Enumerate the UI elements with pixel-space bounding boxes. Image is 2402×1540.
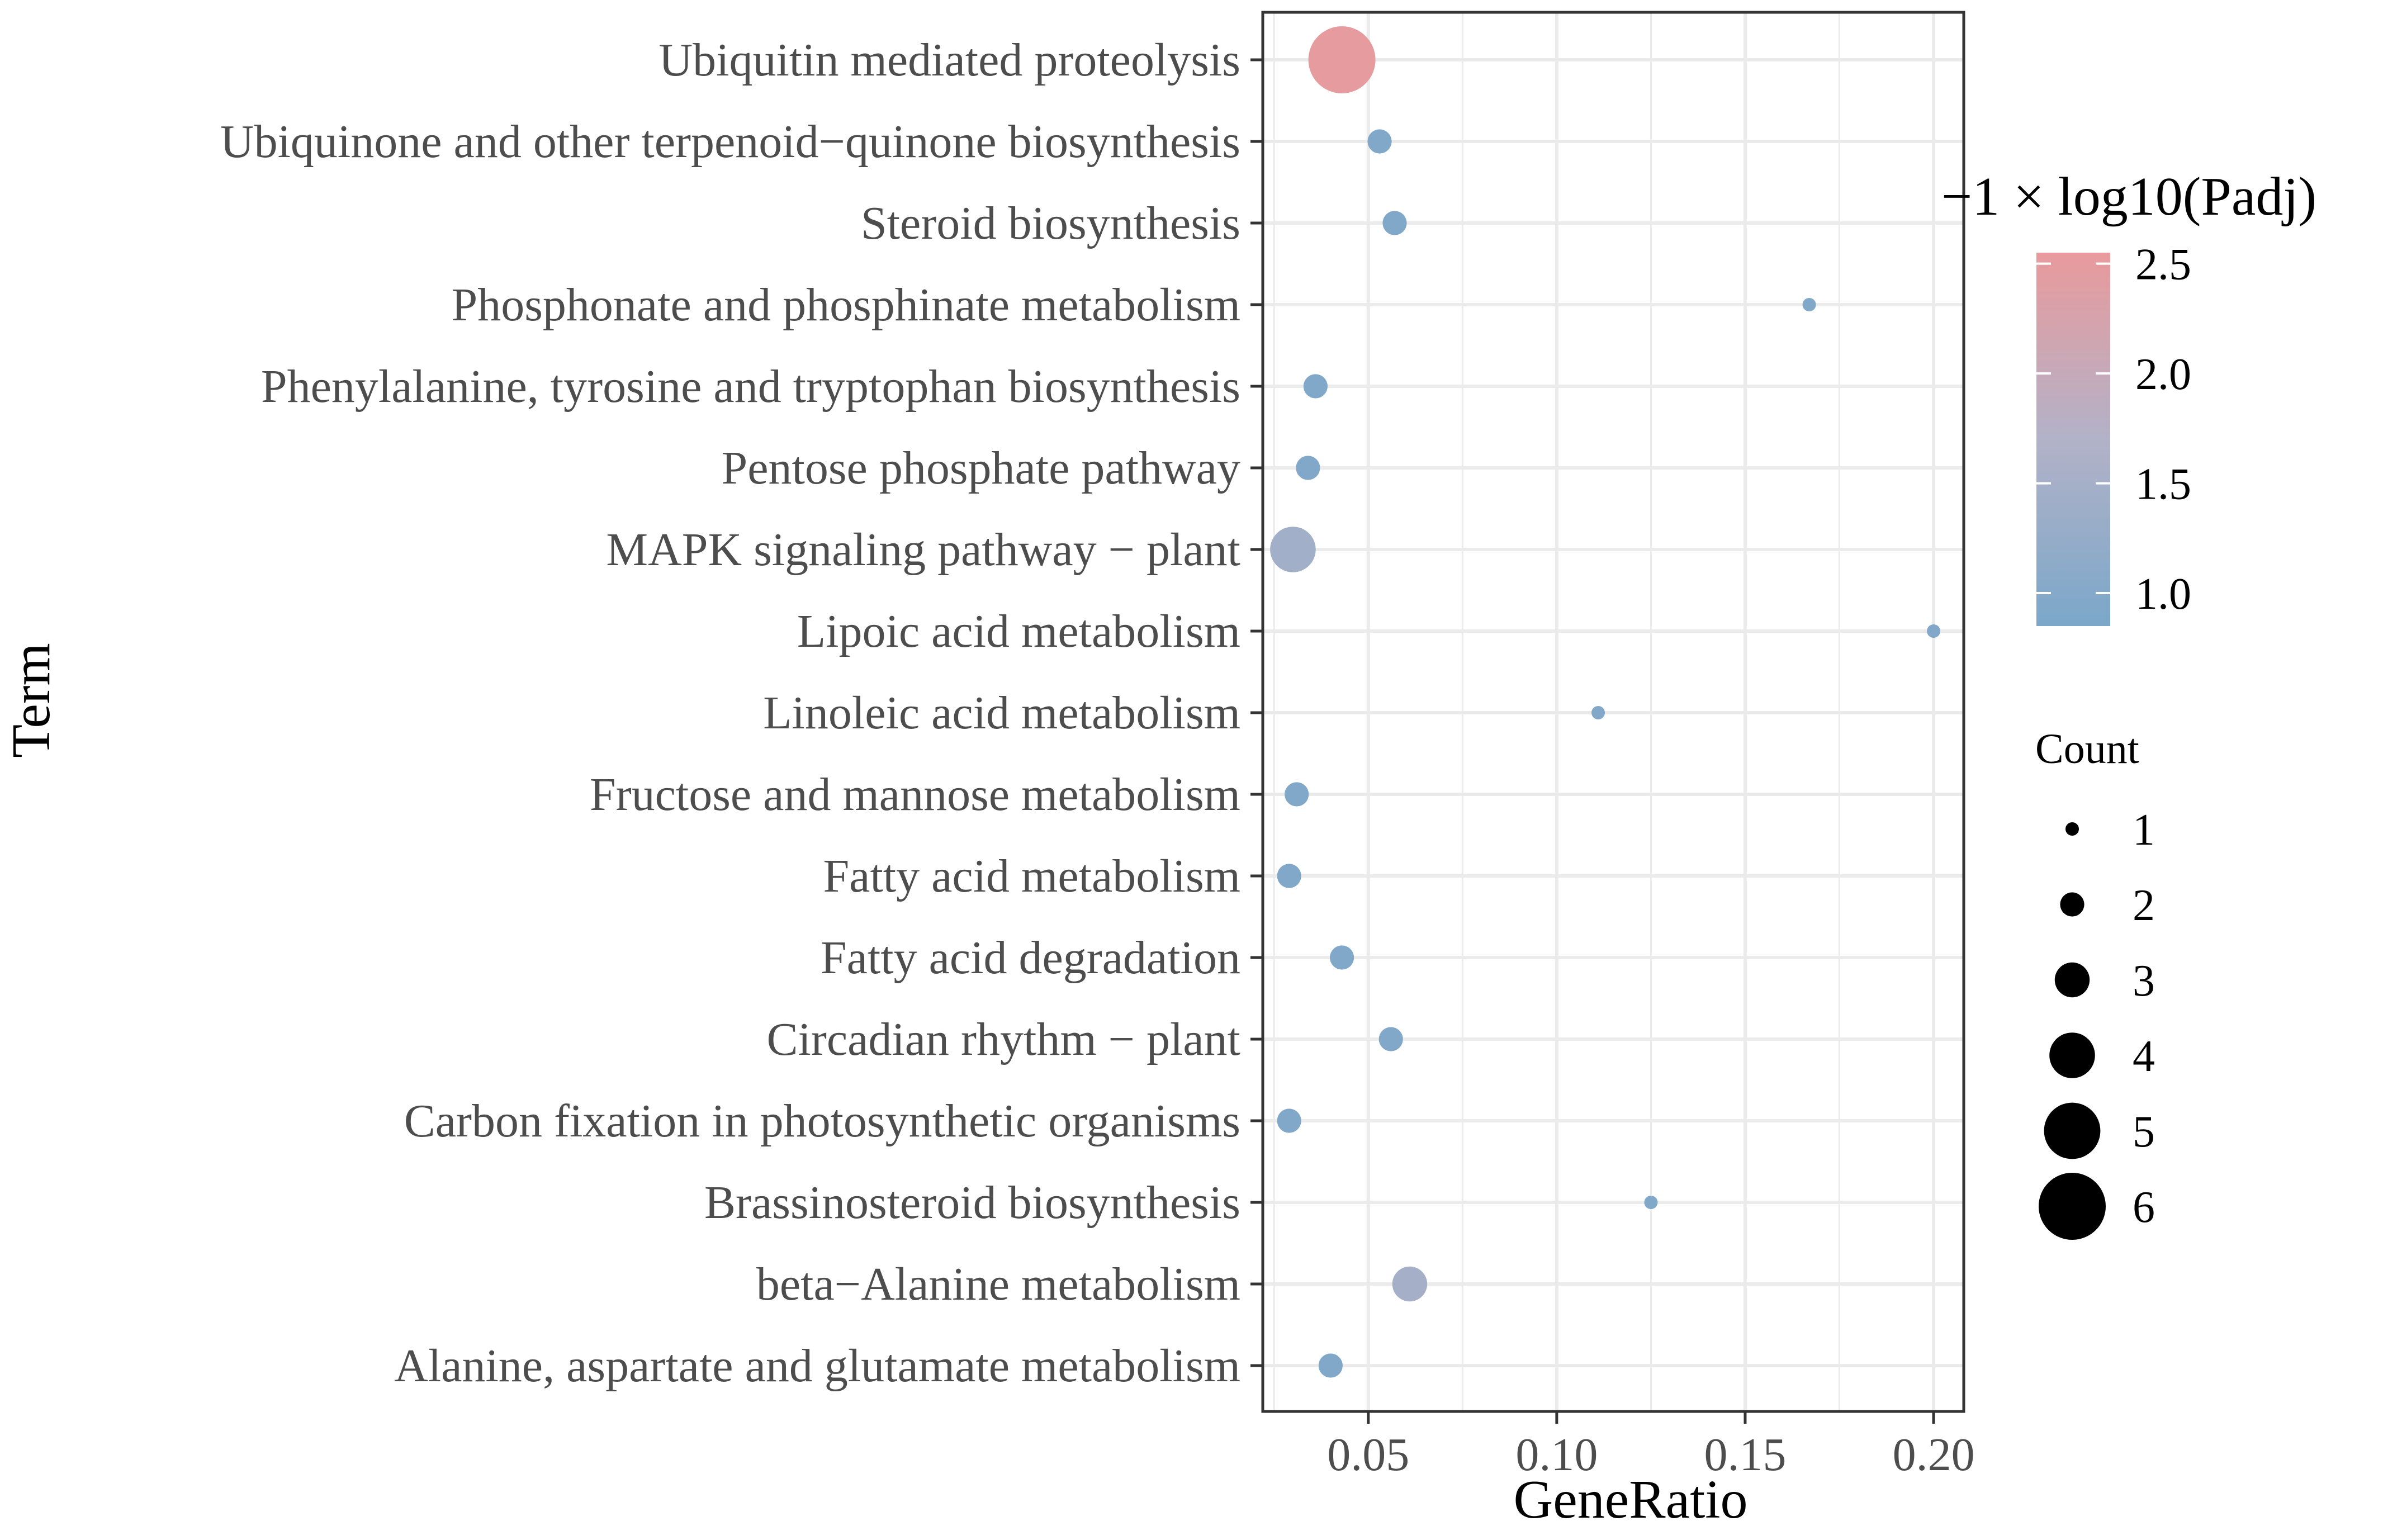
y-tick-label: Phenylalanine, tyrosine and tryptophan b… <box>261 361 1240 413</box>
y-tick-label: Carbon fixation in photosynthetic organi… <box>404 1095 1240 1147</box>
data-point <box>1382 211 1407 235</box>
y-tick-label: MAPK signaling pathway − plant <box>606 524 1240 576</box>
size-legend-dot <box>2054 962 2090 998</box>
data-point <box>1277 864 1301 888</box>
size-legend-label: 2 <box>2133 881 2155 930</box>
size-legend-label: 6 <box>2133 1183 2155 1232</box>
plot-panel <box>1261 11 1965 1413</box>
y-axis: Ubiquitin mediated proteolysis Ubiquinone… <box>220 34 1263 1392</box>
data-point <box>1927 624 1941 638</box>
x-tick-label: 0.10 <box>1515 1429 1598 1481</box>
data-point <box>1277 1108 1301 1133</box>
y-tick-label: Brassinosteroid biosynthesis <box>704 1177 1240 1229</box>
y-tick-label: Fructose and mannose metabolism <box>590 769 1240 821</box>
size-legend-label: 4 <box>2133 1032 2155 1081</box>
y-tick-label: Phosphonate and phosphinate metabolism <box>452 279 1240 331</box>
y-tick-label: Circadian rhythm − plant <box>766 1013 1240 1065</box>
data-point <box>1318 1353 1343 1378</box>
y-tick-label: Ubiquinone and other terpenoid−quinone b… <box>220 116 1240 168</box>
size-legend-dot <box>2065 822 2079 836</box>
data-point <box>1308 26 1376 93</box>
colorbar-tick-label: 2.0 <box>2135 350 2191 399</box>
data-point <box>1329 945 1354 970</box>
major-grid <box>1263 12 1964 1411</box>
data-point <box>1392 1266 1428 1302</box>
y-tick-label: Linoleic acid metabolism <box>763 687 1240 739</box>
y-tick-label: Fatty acid metabolism <box>823 850 1240 902</box>
y-tick-label: Lipoic acid metabolism <box>797 605 1240 657</box>
colorbar-tick-label: 1.5 <box>2135 460 2191 509</box>
y-axis-title: Term <box>1 643 61 757</box>
size-legend-label: 1 <box>2133 805 2155 855</box>
size-legend-dot <box>2044 1102 2101 1159</box>
size-legend-items: 1 2 3 4 5 6 <box>2039 805 2155 1240</box>
colorbar-ticks: 1.0 1.5 2.0 2.5 <box>2036 240 2191 619</box>
y-tick-label: Alanine, aspartate and glutamate metabol… <box>394 1340 1240 1392</box>
size-legend-dot <box>2049 1032 2095 1078</box>
y-tick-label: Ubiquitin mediated proteolysis <box>658 34 1240 86</box>
y-tick-label: Fatty acid degradation <box>821 932 1240 984</box>
data-point <box>1644 1196 1658 1209</box>
data-point <box>1367 129 1392 154</box>
size-legend-dot <box>2060 892 2084 917</box>
x-tick-label: 0.15 <box>1704 1429 1786 1481</box>
data-point <box>1285 782 1309 807</box>
x-tick-label: 0.20 <box>1893 1429 1975 1481</box>
data-point <box>1303 374 1328 399</box>
data-point <box>1270 527 1316 572</box>
color-legend: −1 × log10(Padj) 1.0 1.5 2.0 2.5 <box>1941 167 2316 626</box>
x-axis: 0.05 0.10 0.15 0.20 <box>1327 1411 1975 1481</box>
size-legend-label: 3 <box>2133 956 2155 1006</box>
x-tick-label: 0.05 <box>1327 1429 1409 1481</box>
size-legend: Count 1 2 3 4 5 6 <box>2035 726 2155 1240</box>
color-legend-title: −1 × log10(Padj) <box>1941 167 2316 227</box>
size-legend-dot <box>2039 1173 2106 1240</box>
x-axis-title: GeneRatio <box>1513 1470 1747 1530</box>
data-point <box>1296 456 1320 480</box>
size-legend-title: Count <box>2035 726 2139 773</box>
data-points <box>1270 26 1941 1378</box>
data-point <box>1591 706 1605 719</box>
colorbar-tick-label: 1.0 <box>2135 570 2191 619</box>
data-point <box>1802 298 1816 311</box>
colorbar-tick-label: 2.5 <box>2135 240 2191 290</box>
colorbar <box>2036 253 2110 626</box>
size-legend-label: 5 <box>2133 1107 2155 1157</box>
y-tick-label: Steroid biosynthesis <box>861 197 1240 249</box>
y-tick-label: Pentose phosphate pathway <box>722 442 1240 494</box>
data-point <box>1378 1027 1403 1051</box>
y-tick-label: beta−Alanine metabolism <box>756 1258 1240 1310</box>
